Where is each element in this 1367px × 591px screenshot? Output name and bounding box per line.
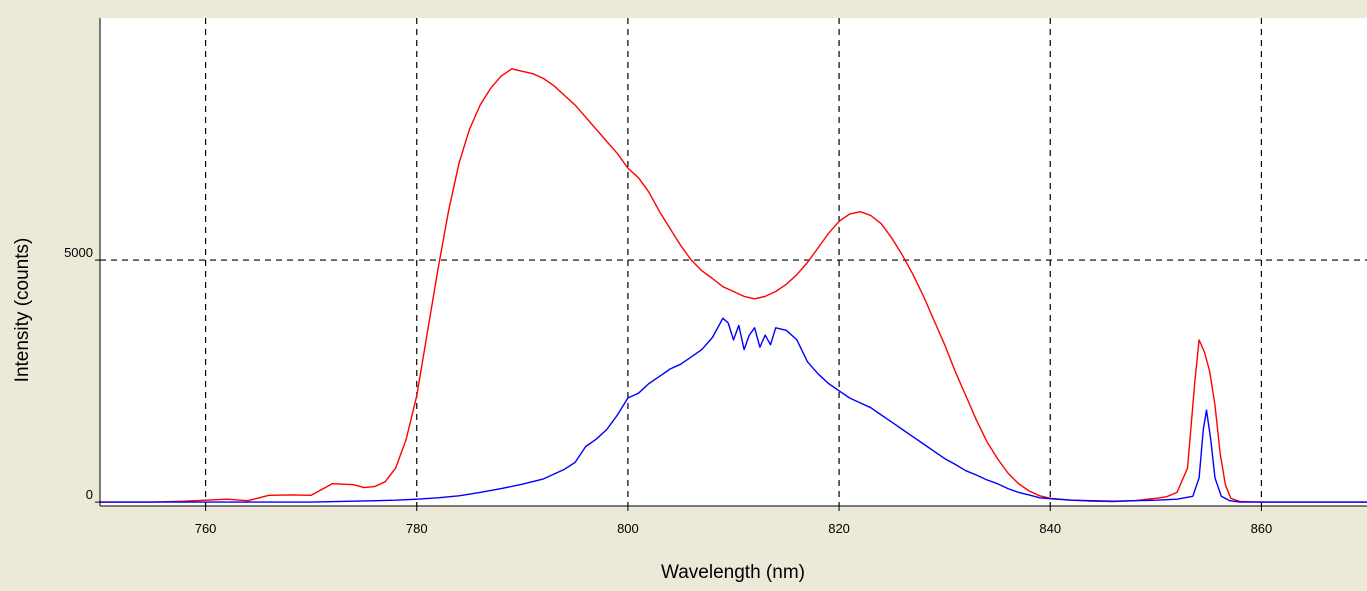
x-tick-label: 780 — [406, 521, 428, 536]
y-tick-label: 0 — [86, 487, 93, 502]
x-axis-label: Wavelength (nm) — [661, 562, 805, 583]
x-tick-label: 800 — [617, 521, 639, 536]
x-tick-label: 860 — [1251, 521, 1273, 536]
y-axis-label: Intensity (counts) — [12, 238, 33, 383]
x-tick-label: 840 — [1039, 521, 1061, 536]
x-tick-label: 760 — [195, 521, 217, 536]
y-tick-label: 5000 — [64, 245, 93, 260]
x-tick-label: 820 — [828, 521, 850, 536]
plot-area — [100, 18, 1367, 506]
